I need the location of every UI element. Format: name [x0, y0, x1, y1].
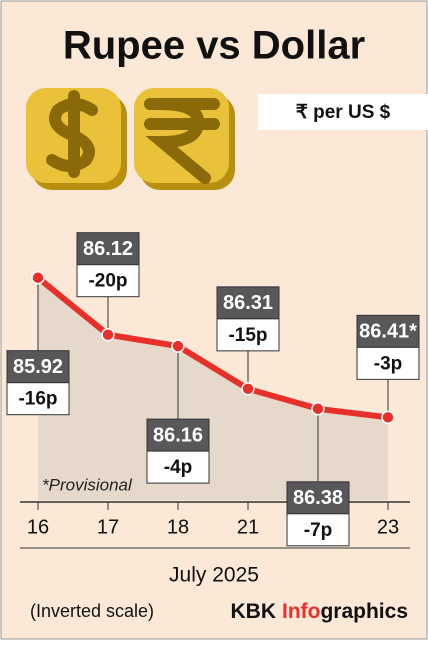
change-label: -15p	[228, 325, 267, 346]
x-tick-label: 23	[377, 516, 399, 538]
credit: KBK Infographics	[230, 600, 408, 623]
change-box	[76, 264, 140, 298]
value-label: 86.38	[293, 487, 343, 509]
value-box	[356, 314, 420, 348]
point	[101, 327, 115, 342]
point	[381, 410, 395, 425]
point	[311, 402, 325, 416]
change-label: -20p	[88, 271, 127, 292]
credit-part: KBK	[230, 600, 276, 623]
x-tick-label: 21	[237, 516, 259, 538]
point	[171, 339, 185, 353]
credit-part: graphics	[320, 600, 408, 623]
change-label: -3p	[374, 353, 403, 374]
point	[31, 270, 45, 285]
value-label: 86.31	[223, 292, 273, 314]
chart-title: Rupee vs Dollar	[63, 24, 365, 68]
point	[241, 382, 255, 396]
change-box	[6, 382, 70, 416]
x-tick-label: 18	[167, 516, 189, 538]
change-box	[216, 318, 280, 352]
note: *Provisional	[42, 475, 133, 494]
area	[38, 277, 388, 500]
value-box	[146, 418, 210, 452]
x-axis-label: July 2025	[169, 564, 259, 587]
change-box	[356, 346, 420, 380]
unit-label: ₹ per US $	[296, 102, 391, 123]
value-label: 86.12	[83, 238, 133, 260]
change-label: -4p	[164, 457, 193, 478]
line	[36, 275, 389, 421]
x-tick-label: 16	[27, 516, 49, 538]
value-label: 86.16	[153, 424, 203, 446]
credit-part: Info	[282, 600, 320, 623]
change-label: -7p	[304, 520, 333, 541]
x-tick-label: 17	[97, 516, 119, 538]
change-label: -16p	[18, 389, 57, 410]
unit-box	[258, 94, 428, 130]
change-box	[146, 450, 210, 484]
change-box	[286, 513, 350, 547]
value-label: 85.92	[13, 356, 63, 378]
currency-icons	[26, 88, 235, 190]
scale-note: (Inverted scale)	[30, 601, 154, 621]
value-label: 86.41*	[359, 321, 417, 343]
value-box	[6, 350, 70, 384]
